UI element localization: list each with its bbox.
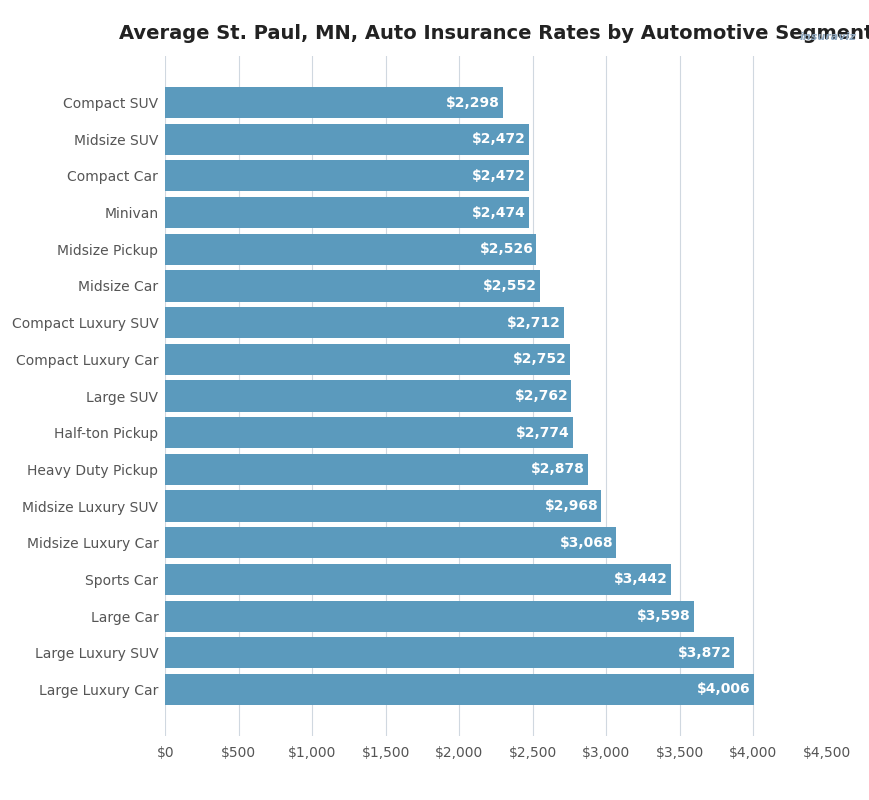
Bar (165, 564, 670, 595)
Bar (165, 454, 587, 485)
Bar (165, 197, 528, 228)
Text: $3,872: $3,872 (677, 646, 731, 660)
Bar (165, 87, 502, 118)
Text: $2,472: $2,472 (471, 132, 525, 146)
Text: $4,006: $4,006 (697, 682, 750, 697)
Text: $2,472: $2,472 (471, 169, 525, 183)
Bar (165, 527, 615, 558)
Bar (165, 307, 563, 338)
Bar (165, 674, 753, 705)
Bar (165, 160, 527, 191)
Text: insuraviz: insuraviz (799, 32, 856, 42)
Text: $2,774: $2,774 (515, 426, 569, 440)
Bar (165, 638, 733, 669)
Bar (165, 234, 536, 265)
Title: Average St. Paul, MN, Auto Insurance Rates by Automotive Segment: Average St. Paul, MN, Auto Insurance Rat… (118, 24, 869, 43)
Bar (165, 417, 572, 448)
Text: $2,474: $2,474 (472, 206, 525, 219)
Bar (165, 601, 693, 632)
Text: $2,752: $2,752 (512, 352, 566, 366)
Bar (165, 123, 527, 154)
Text: $3,442: $3,442 (614, 573, 667, 586)
Text: $2,968: $2,968 (544, 499, 598, 513)
Text: $2,552: $2,552 (483, 279, 537, 293)
Text: $2,298: $2,298 (446, 95, 500, 110)
Text: $2,878: $2,878 (531, 462, 585, 476)
Text: $3,598: $3,598 (637, 609, 690, 623)
Bar (165, 270, 540, 302)
Text: $3,068: $3,068 (559, 536, 613, 550)
Bar (165, 344, 569, 375)
Text: $2,712: $2,712 (507, 316, 561, 330)
Bar (165, 490, 600, 522)
Bar (165, 381, 570, 411)
Text: $2,762: $2,762 (514, 389, 567, 403)
Text: $2,526: $2,526 (479, 242, 533, 256)
